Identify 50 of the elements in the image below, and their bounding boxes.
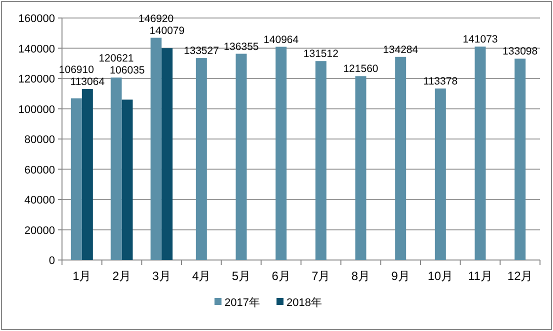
x-tick-label: 10月	[428, 269, 454, 283]
y-tick-label: 140000	[18, 43, 55, 56]
bar	[395, 56, 406, 260]
bar	[276, 46, 287, 260]
data-label: 106035	[110, 64, 145, 77]
x-tick-label: 11月	[468, 269, 492, 283]
y-tick-label: 40000	[24, 194, 55, 206]
data-label: 140964	[264, 34, 299, 46]
x-tick-label: 12月	[507, 269, 533, 283]
data-label: 133527	[184, 45, 220, 58]
bar	[514, 58, 526, 260]
data-label: 113064	[70, 76, 105, 88]
data-label: 113378	[423, 76, 458, 88]
x-tick-label: 2月	[112, 269, 132, 283]
bar	[355, 76, 366, 260]
data-label: 140079	[150, 24, 185, 37]
data-label: 146920	[138, 12, 174, 25]
legend-label: 2017年	[224, 297, 260, 309]
y-tick-label: 120000	[18, 74, 55, 86]
data-label: 133098	[502, 46, 538, 58]
y-tick-label: 20000	[24, 224, 55, 237]
data-label: 106910	[58, 64, 94, 76]
data-label: 120621	[98, 52, 134, 65]
bar	[236, 54, 247, 260]
bar	[474, 46, 486, 260]
x-tick-label: 3月	[152, 269, 171, 283]
x-tick-label: 6月	[272, 269, 290, 283]
data-label: 121560	[343, 63, 378, 76]
x-tick-label: 8月	[351, 269, 370, 283]
legend-label: 2018年	[286, 297, 322, 309]
bar	[434, 88, 446, 260]
x-tick-label: 9月	[391, 269, 410, 283]
x-tick-label: 4月	[192, 269, 211, 283]
bar	[315, 61, 326, 260]
y-tick-label: 0	[48, 255, 55, 267]
data-label: 136355	[224, 40, 259, 53]
x-tick-label: 5月	[232, 269, 251, 283]
bar	[196, 58, 207, 260]
bar	[162, 48, 173, 260]
bar	[82, 88, 93, 260]
x-tick-label: 7月	[312, 269, 330, 283]
data-label: 141073	[462, 34, 498, 46]
bar	[122, 100, 133, 260]
y-tick-label: 60000	[24, 164, 55, 176]
y-tick-label: 80000	[24, 134, 55, 146]
x-tick-label: 1月	[72, 269, 92, 283]
data-label: 131512	[303, 48, 339, 60]
y-tick-label: 100000	[18, 104, 55, 116]
data-label: 134284	[383, 44, 418, 56]
y-tick-label: 160000	[18, 13, 55, 25]
